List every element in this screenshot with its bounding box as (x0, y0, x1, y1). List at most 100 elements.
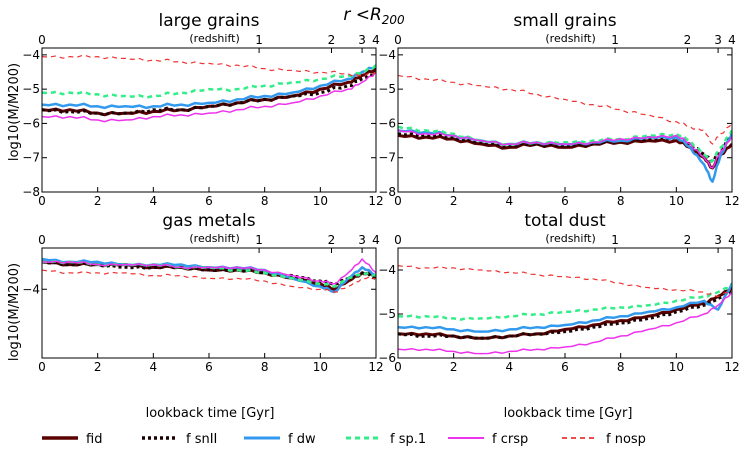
x-tick-label: 0 (394, 360, 402, 374)
x-axis-label-right: lookback time [Gyr] (504, 406, 633, 421)
x-tick-label: 12 (724, 194, 739, 208)
series-group (42, 54, 376, 123)
y-tick-label: −5 (378, 307, 396, 321)
panel-3: total dust(redshift)0 1 2 3 40 2 4 6 8 10 12−6−5−4 (378, 211, 739, 374)
x-tick-label: 4 (150, 194, 158, 208)
series-group (398, 265, 732, 355)
series-line-f-sp-1 (398, 284, 732, 321)
x-tick-label: 8 (261, 194, 269, 208)
x-tick-label: 8 (617, 194, 625, 208)
y-tick-label: −5 (378, 82, 396, 96)
series-line-fid (42, 67, 376, 117)
redshift-axis-label: (redshift) (189, 232, 239, 245)
x-axis-label-left: lookback time [Gyr] (146, 406, 275, 421)
legend-label: f crsp (492, 432, 528, 447)
x-tick-label: 6 (561, 194, 569, 208)
top-tick-label: 2 (328, 233, 336, 247)
y-tick-label: −6 (22, 116, 40, 130)
y-tick-label: −7 (378, 151, 396, 165)
top-tick-label: 3 (358, 233, 366, 247)
y-tick-label: −5 (22, 82, 40, 96)
x-tick-label: 2 (450, 360, 458, 374)
series-line-f-crsp (398, 291, 732, 355)
y-tick-label: −8 (22, 185, 40, 199)
panel-title: small grains (513, 11, 616, 31)
x-tick-label: 4 (150, 360, 158, 374)
legend-label: f dw (288, 432, 316, 447)
top-tick-label: 0 (394, 233, 402, 247)
top-tick-label: 4 (372, 233, 380, 247)
legend: fid f snII f dw f sp.1 f crsp f nosp (42, 432, 646, 447)
top-tick-label: 4 (728, 233, 736, 247)
x-tick-label: 2 (94, 360, 102, 374)
y-axis-label-bottom: log10(M/M200) (7, 263, 22, 361)
top-tick-label: 1 (611, 33, 619, 47)
series-line-f-sp-1 (42, 64, 376, 99)
top-tick-label: 2 (328, 33, 336, 47)
legend-label: fid (86, 432, 102, 447)
y-tick-label: −7 (22, 151, 40, 165)
panel-2: gas metals(redshift)0 1 2 3 40 2 4 6 8 10 12−4 (22, 211, 383, 374)
x-tick-label: 4 (506, 194, 514, 208)
series-line-f-crsp (42, 258, 376, 285)
series-line-f-nosp (398, 74, 732, 145)
top-tick-label: 0 (394, 33, 402, 47)
series-line-f-crsp (42, 71, 376, 123)
top-tick-label: 0 (38, 33, 46, 47)
series-line-f-dw (42, 64, 376, 110)
redshift-axis-label: (redshift) (545, 32, 595, 45)
panel-frame (41, 47, 377, 193)
series-line-f-crsp (398, 129, 732, 169)
x-tick-label: 6 (205, 194, 213, 208)
series-line-f-sp-1 (398, 125, 732, 163)
x-tick-label: 4 (506, 360, 514, 374)
panel-title: total dust (524, 211, 606, 231)
top-tick-label: 3 (358, 33, 366, 47)
x-tick-label: 0 (394, 194, 402, 208)
legend-label: f snII (186, 432, 217, 447)
panel-frame (397, 47, 733, 193)
x-tick-label: 6 (205, 360, 213, 374)
series-group (398, 74, 732, 183)
series-line-f-nosp (398, 265, 732, 297)
figure-title-sub: 200 (382, 13, 405, 27)
x-tick-label: 12 (368, 360, 383, 374)
x-tick-label: 6 (561, 360, 569, 374)
y-tick-label: −6 (378, 116, 396, 130)
series-line-f-snii (398, 288, 732, 340)
figure-title: r <R200 (343, 5, 405, 27)
x-tick-label: 12 (724, 360, 739, 374)
series-group (42, 257, 376, 294)
x-tick-label: 8 (261, 360, 269, 374)
legend-label: f sp.1 (390, 432, 426, 447)
panel-0: large grains(redshift)0 1 2 3 40 2 4 6 8 10 12−8−7… (22, 11, 383, 208)
x-tick-label: 2 (94, 194, 102, 208)
y-tick-label: −4 (22, 48, 40, 62)
y-tick-label: −6 (378, 351, 396, 365)
panel-1: small grains(redshift)0 1 2 3 40 2 4 6 8 10 12−8−7… (378, 11, 739, 208)
figure-title-main: r <R (343, 5, 381, 25)
top-tick-label: 0 (38, 233, 46, 247)
panel-title: gas metals (162, 211, 255, 231)
y-tick-label: −4 (378, 48, 396, 62)
x-tick-label: 0 (38, 194, 46, 208)
top-tick-label: 4 (728, 33, 736, 47)
x-tick-label: 8 (617, 360, 625, 374)
y-tick-label: −4 (22, 282, 40, 296)
series-line-f-nosp (42, 54, 376, 77)
series-line-f-nosp (42, 269, 376, 293)
x-tick-label: 10 (313, 360, 328, 374)
x-tick-label: 10 (669, 360, 684, 374)
x-tick-label: 10 (313, 194, 328, 208)
y-tick-label: −4 (378, 263, 396, 277)
top-tick-label: 4 (372, 33, 380, 47)
top-tick-label: 2 (684, 33, 692, 47)
panel-frame (41, 247, 377, 359)
top-tick-label: 1 (255, 33, 263, 47)
top-tick-label: 3 (714, 233, 722, 247)
x-tick-label: 2 (450, 194, 458, 208)
x-tick-label: 0 (38, 360, 46, 374)
series-line-f-snii (42, 70, 376, 117)
redshift-axis-label: (redshift) (545, 232, 595, 245)
